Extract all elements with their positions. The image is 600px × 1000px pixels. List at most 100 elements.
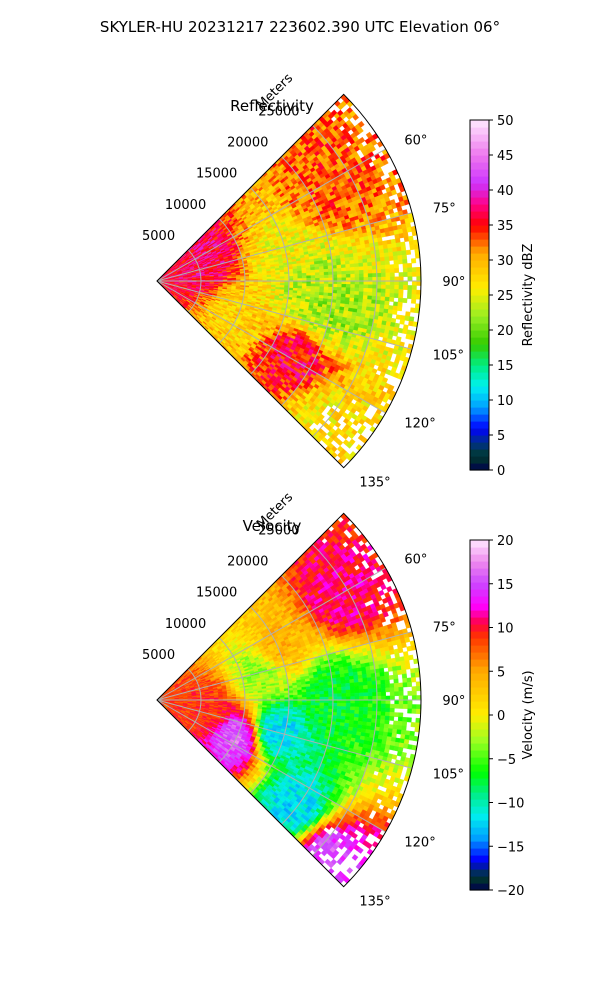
field-cell bbox=[398, 285, 404, 290]
field-cell bbox=[389, 268, 395, 274]
field-cell bbox=[398, 293, 404, 299]
field-cell bbox=[406, 262, 413, 269]
panel-title: Reflectivity bbox=[230, 97, 314, 115]
field-cell bbox=[354, 277, 360, 282]
field-cell bbox=[401, 254, 408, 260]
field-cell bbox=[293, 283, 298, 287]
field-cell bbox=[323, 268, 329, 273]
field-cell bbox=[345, 280, 351, 285]
field-cell bbox=[363, 288, 369, 293]
field-cell bbox=[354, 284, 360, 289]
field-cell bbox=[411, 285, 417, 291]
chart-panel-1: Reflectivity60°75°90°105°120°135°5000100… bbox=[142, 71, 536, 491]
field-cell bbox=[367, 295, 373, 301]
field-cell bbox=[402, 258, 408, 265]
field-cell bbox=[389, 272, 395, 278]
field-cell bbox=[416, 276, 422, 282]
field-cell bbox=[411, 267, 417, 273]
field-cell bbox=[363, 266, 369, 271]
field-cell bbox=[354, 266, 360, 271]
field-cell bbox=[394, 276, 400, 282]
field-cell bbox=[357, 255, 363, 261]
field-cell bbox=[345, 270, 351, 275]
radar-field bbox=[156, 94, 422, 465]
field-cell bbox=[378, 248, 385, 254]
field-cell bbox=[359, 273, 364, 278]
field-cell bbox=[380, 260, 386, 266]
field-cell bbox=[350, 287, 356, 292]
field-cell bbox=[403, 272, 408, 277]
field-cell bbox=[332, 274, 338, 279]
field-cell bbox=[388, 305, 394, 311]
field-cell bbox=[284, 283, 290, 286]
field-cell bbox=[416, 280, 422, 286]
field-cell bbox=[341, 274, 347, 278]
field-cell bbox=[314, 266, 320, 271]
field-cell bbox=[284, 276, 290, 279]
field-cell bbox=[301, 270, 307, 274]
field-cell bbox=[410, 307, 416, 313]
field-cell bbox=[354, 273, 360, 278]
field-cell bbox=[350, 280, 356, 285]
field-cell bbox=[297, 273, 303, 277]
field-cell bbox=[379, 256, 386, 262]
field-cell bbox=[345, 287, 351, 292]
field-cell bbox=[389, 297, 395, 302]
field-cell bbox=[350, 273, 356, 278]
field-cell bbox=[349, 266, 355, 272]
field-cell bbox=[341, 284, 347, 288]
field-cell bbox=[371, 292, 377, 297]
field-cell bbox=[359, 277, 365, 282]
field-cell bbox=[395, 314, 402, 320]
field-cell bbox=[416, 289, 422, 296]
field-cell bbox=[379, 300, 386, 306]
field-cell bbox=[407, 267, 413, 273]
field-cell bbox=[358, 259, 364, 264]
field-cell bbox=[408, 235, 414, 242]
field-cell bbox=[257, 277, 263, 280]
field-cell bbox=[402, 263, 408, 269]
field-cell bbox=[372, 280, 378, 286]
field-cell bbox=[367, 288, 373, 293]
field-cell bbox=[407, 289, 413, 295]
field-cell bbox=[393, 255, 399, 261]
field-cell bbox=[315, 283, 320, 287]
field-cell bbox=[367, 284, 373, 289]
field-cell bbox=[376, 280, 382, 286]
field-cell bbox=[380, 268, 386, 274]
field-cell bbox=[389, 280, 395, 286]
field-cell bbox=[359, 284, 364, 289]
field-cell bbox=[357, 127, 364, 134]
field-cell bbox=[385, 268, 391, 274]
field-cell bbox=[271, 276, 276, 280]
field-cell bbox=[387, 247, 394, 253]
field-cell bbox=[288, 283, 294, 286]
field-cell bbox=[275, 276, 281, 280]
field-cell bbox=[388, 251, 394, 257]
field-cell bbox=[411, 298, 417, 304]
field-cell bbox=[327, 268, 333, 273]
field-cell bbox=[288, 273, 294, 277]
field-cell bbox=[372, 276, 378, 282]
field-cell bbox=[349, 263, 355, 268]
field-cell bbox=[384, 260, 390, 266]
field-cell bbox=[391, 242, 397, 249]
field-cell bbox=[288, 276, 294, 279]
field-cell bbox=[318, 266, 325, 270]
field-cell bbox=[328, 283, 334, 288]
field-cell bbox=[350, 277, 356, 282]
field-cell bbox=[319, 274, 325, 279]
field-cell bbox=[354, 294, 360, 299]
field-cell bbox=[367, 273, 373, 278]
field-cell bbox=[319, 283, 325, 288]
field-cell bbox=[401, 250, 407, 256]
field-cell bbox=[398, 280, 404, 286]
field-cell bbox=[416, 271, 422, 277]
field-cell bbox=[319, 272, 325, 276]
field-cell bbox=[380, 292, 386, 298]
field-cell bbox=[396, 306, 403, 312]
field-cell bbox=[301, 275, 307, 279]
field-cell bbox=[306, 283, 312, 287]
field-cell bbox=[398, 276, 404, 282]
field-cell bbox=[359, 280, 365, 285]
